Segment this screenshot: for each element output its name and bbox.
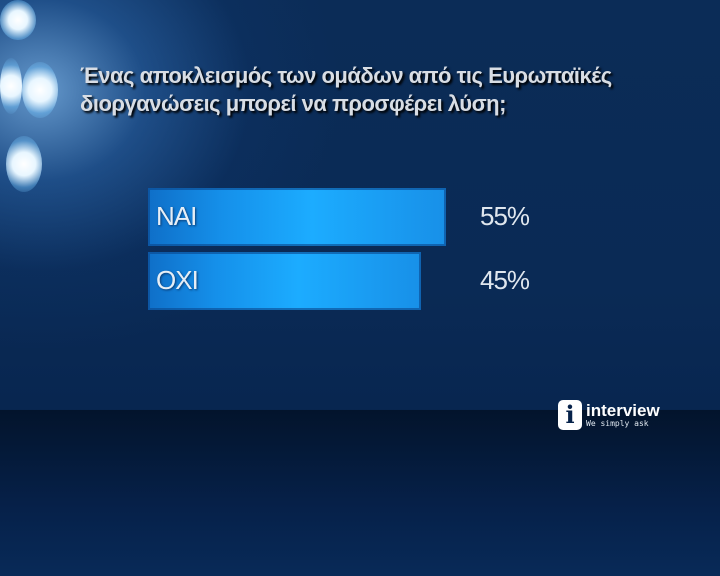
spotlight xyxy=(6,136,42,192)
spotlight xyxy=(22,62,58,118)
stage-floor xyxy=(0,410,720,576)
spotlight xyxy=(0,58,22,114)
title-line: διοργανώσεις μπορεί να προσφέρει λύση; xyxy=(80,91,506,116)
brand-tagline: We simply ask xyxy=(586,418,649,428)
bar-nai: ΝΑΙ xyxy=(148,188,446,246)
spotlight xyxy=(0,0,36,40)
chart-title: Ένας αποκλεισμός των ομάδων από τις Ευρω… xyxy=(80,62,660,118)
category-label: ΝΑΙ xyxy=(156,201,197,231)
info-i-icon: i xyxy=(558,400,582,430)
title-line: Ένας αποκλεισμός των ομάδων από τις Ευρω… xyxy=(80,63,612,88)
category-label: ΟΧΙ xyxy=(156,265,199,295)
brand-name: interview xyxy=(586,400,660,420)
bar-oxi: ΟΧΙ xyxy=(148,252,421,310)
value-label: 55% xyxy=(480,201,530,231)
value-label: 45% xyxy=(480,265,530,295)
interview-logo: i interview We simply ask xyxy=(558,400,660,430)
